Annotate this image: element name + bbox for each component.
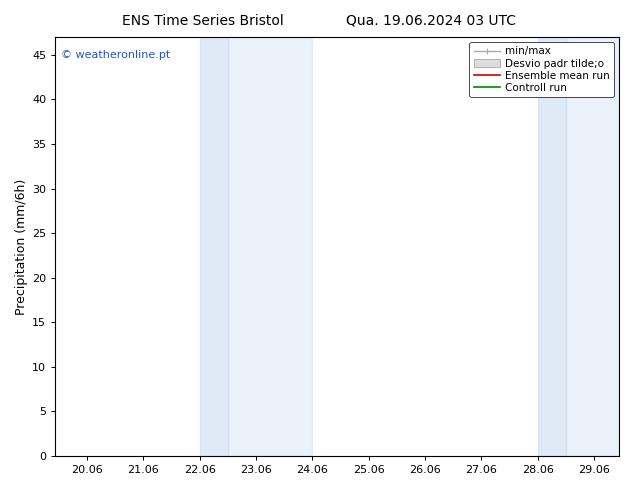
Y-axis label: Precipitation (mm/6h): Precipitation (mm/6h) [15,178,28,315]
Text: © weatheronline.pt: © weatheronline.pt [61,49,170,60]
Text: Qua. 19.06.2024 03 UTC: Qua. 19.06.2024 03 UTC [346,14,516,28]
Legend: min/max, Desvio padr tilde;o, Ensemble mean run, Controll run: min/max, Desvio padr tilde;o, Ensemble m… [469,42,614,97]
Bar [566,37,619,456]
Bar [228,37,313,456]
Bar [200,37,228,456]
Text: ENS Time Series Bristol: ENS Time Series Bristol [122,14,284,28]
Bar [538,37,566,456]
